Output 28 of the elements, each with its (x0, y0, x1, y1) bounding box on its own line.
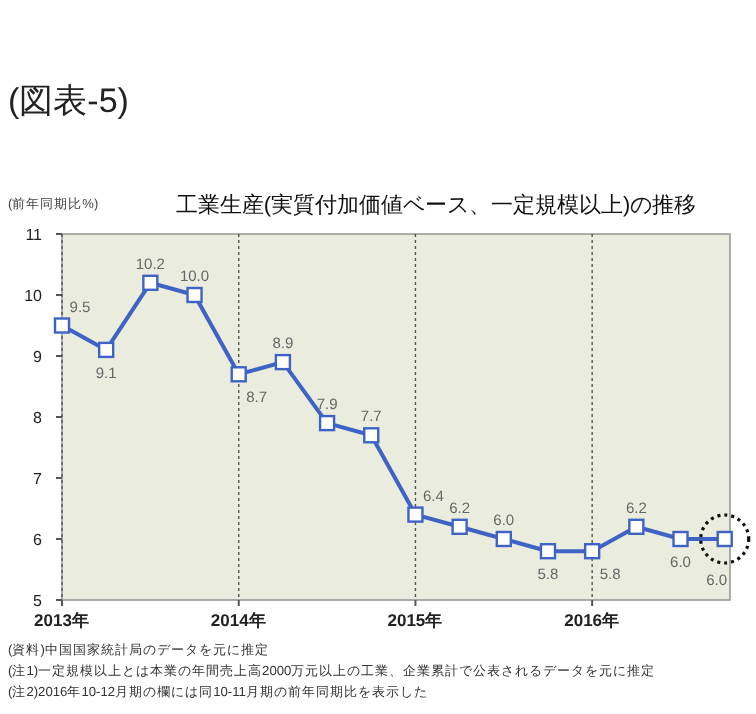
chart-subtitle: 工業生産(実質付加価値ベース、一定規模以上)の推移 (175, 192, 697, 218)
point (142, 274, 159, 291)
point (186, 286, 203, 304)
point (583, 543, 601, 560)
point (97, 341, 115, 359)
y-tick-label: 9 (33, 348, 44, 366)
point (672, 530, 689, 548)
point (274, 353, 292, 371)
point (407, 506, 424, 523)
point (230, 366, 247, 383)
y-tick-label: 8 (33, 409, 44, 427)
y-tick-label: 6 (33, 531, 44, 549)
chart-title: (図表-5) (8, 82, 129, 120)
point (539, 543, 557, 560)
point (53, 317, 71, 334)
point (495, 530, 512, 548)
y-tick-label: 7 (33, 470, 44, 488)
x-tick-label: 2014年 (210, 610, 267, 630)
y-tick-label: 10 (24, 287, 44, 305)
y-tick-label: 11 (25, 226, 44, 244)
point (318, 414, 336, 432)
y-tick-label: 5 (33, 592, 44, 610)
point (628, 518, 645, 535)
point (363, 427, 380, 444)
x-tick-label: 2013年 (34, 610, 90, 630)
x-tick-label: 2016年 (564, 610, 621, 630)
point (451, 518, 468, 535)
x-tick-label: 2015年 (387, 610, 444, 630)
